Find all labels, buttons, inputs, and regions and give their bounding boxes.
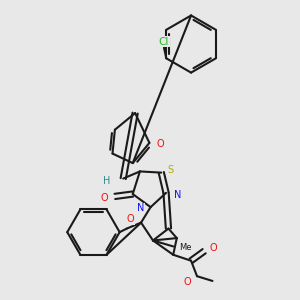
Text: O: O bbox=[210, 243, 218, 253]
Text: Me: Me bbox=[179, 243, 191, 252]
Text: O: O bbox=[127, 214, 134, 224]
Text: Cl: Cl bbox=[159, 37, 169, 47]
Text: N: N bbox=[174, 190, 182, 200]
Text: S: S bbox=[168, 165, 174, 175]
Text: N: N bbox=[137, 203, 145, 213]
Text: O: O bbox=[184, 277, 191, 287]
Text: O: O bbox=[100, 193, 108, 202]
Text: O: O bbox=[156, 139, 164, 149]
Text: H: H bbox=[103, 176, 110, 186]
